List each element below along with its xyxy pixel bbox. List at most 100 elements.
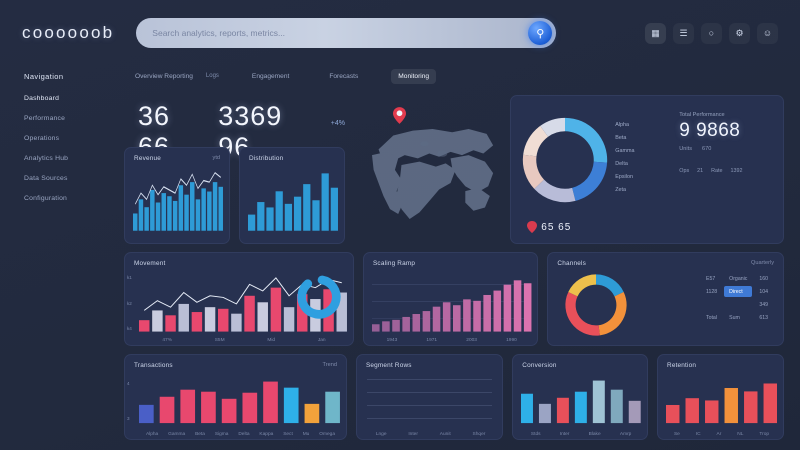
card-segments-title: Segment Rows bbox=[365, 361, 412, 369]
card-scaling[interactable]: Scaling Ramp 1943 197 bbox=[362, 252, 539, 346]
card-movement-title: Movement bbox=[134, 260, 166, 268]
transactions-yaxis: 4 3 bbox=[127, 381, 130, 421]
search-container: ⚲ bbox=[136, 18, 557, 48]
sidebar-item-data-sources[interactable]: Data Sources bbox=[24, 175, 68, 182]
card-share-donut[interactable]: 65 65 Alpha Beta Gamma Delta Epsilon Zet… bbox=[510, 94, 784, 245]
tab-forecasts[interactable]: Forecasts bbox=[329, 72, 359, 80]
cell: Sum bbox=[729, 314, 740, 321]
bottom-row: Transactions Trend 4 3 Alpha Gamma bbox=[124, 353, 784, 440]
sidebar-item-operations[interactable]: Operations bbox=[24, 135, 60, 142]
x-tick: Inter bbox=[408, 432, 418, 437]
card-conversion[interactable]: Conversion Stds Inter Blake Amrp bbox=[512, 353, 648, 440]
card-retention[interactable]: Retention Se IC Ar NL Trop bbox=[657, 353, 784, 440]
table-row[interactable]: Total Sum 613 bbox=[701, 312, 773, 323]
summary-label: Total Performance bbox=[679, 111, 725, 118]
x-tick: Omega bbox=[319, 432, 335, 437]
header-icon-group: ▦ ☰ ○ ⚙ ☺ bbox=[645, 22, 778, 44]
tab-engagement[interactable]: Engagement bbox=[251, 72, 290, 80]
card-segments[interactable]: Segment Rows Lnge Inter Aunit Shqer bbox=[355, 353, 504, 440]
chart-icon[interactable]: ☰ bbox=[673, 22, 694, 44]
sidebar-item-analytics-hub[interactable]: Analytics Hub bbox=[24, 155, 69, 162]
x-tick: NL bbox=[737, 432, 744, 437]
x-tick: Sect bbox=[283, 432, 293, 437]
gear-icon[interactable]: ⚙ bbox=[729, 22, 750, 44]
sidebar-item-configuration[interactable]: Configuration bbox=[24, 195, 68, 202]
tab-overview[interactable]: Overview Reporting bbox=[135, 72, 193, 80]
search-input[interactable] bbox=[136, 18, 557, 48]
sidebar-item-performance[interactable]: Performance bbox=[24, 115, 66, 122]
x-tick: Inter bbox=[559, 432, 570, 437]
x-tick: Blake bbox=[588, 432, 601, 437]
card-distribution-title: Distribution bbox=[248, 154, 284, 162]
movement-donut-overlay bbox=[297, 275, 341, 319]
scaling-chart bbox=[371, 273, 532, 332]
sidebar-item-dashboard[interactable]: Dashboard bbox=[24, 95, 60, 102]
summary-foot-key-1: Ops bbox=[679, 167, 690, 174]
tab-bar: Overview Reporting Logs Engagement Forec… bbox=[124, 66, 784, 87]
transactions-chart bbox=[139, 375, 340, 423]
cell: Organic bbox=[729, 275, 748, 282]
y-tick: k4 bbox=[127, 325, 132, 331]
card-transactions-title: Transactions bbox=[134, 361, 173, 369]
legend-item: Gamma bbox=[615, 147, 635, 154]
movement-yaxis: k1 k2 k4 bbox=[127, 275, 132, 331]
channel-table: E57 Organic 160 1128 Direct 104 34 bbox=[699, 271, 775, 325]
x-tick: Sigma bbox=[214, 432, 229, 437]
cell: 160 bbox=[759, 275, 768, 282]
cell: E57 bbox=[706, 275, 716, 282]
revenue-chart bbox=[133, 168, 223, 231]
legend-item: Epsilon bbox=[615, 173, 633, 180]
share-donut-legend: Alpha Beta Gamma Delta Epsilon Zeta bbox=[615, 102, 673, 238]
sidebar: Navigation Dashboard Performance Operati… bbox=[16, 66, 114, 440]
cell-highlight: Direct bbox=[724, 286, 753, 298]
table-row[interactable]: E57 Organic 160 bbox=[701, 273, 773, 284]
summary-foot-key-2: Rate bbox=[711, 167, 723, 174]
x-tick: Mid bbox=[267, 337, 276, 343]
card-transactions[interactable]: Transactions Trend 4 3 Alpha Gamma bbox=[124, 353, 347, 440]
card-movement[interactable]: Movement k1 k2 k4 bbox=[124, 252, 354, 346]
row-line bbox=[366, 391, 493, 393]
card-distribution[interactable]: Distribution bbox=[238, 146, 345, 245]
card-channels[interactable]: Channels Quarterly E57 Organic 160 1128 bbox=[547, 252, 784, 346]
x-tick: Stds bbox=[530, 432, 541, 437]
row-line bbox=[366, 378, 493, 380]
tab-monitoring[interactable]: Monitoring bbox=[391, 68, 437, 84]
legend-item: Alpha bbox=[615, 121, 630, 128]
tab-overview-badge: Logs bbox=[205, 73, 219, 80]
card-revenue[interactable]: Revenue ytd bbox=[124, 146, 230, 245]
card-conversion-title: Conversion bbox=[522, 361, 557, 369]
cell bbox=[701, 299, 722, 310]
alert-badge-value: 65 65 bbox=[541, 221, 572, 233]
cell: 1128 bbox=[706, 288, 718, 295]
app-logo: coooooob bbox=[22, 23, 115, 42]
summary-stat-key: Units bbox=[679, 145, 693, 152]
movement-xaxis: 47% S5M Mid Jan bbox=[141, 338, 347, 343]
y-tick: k1 bbox=[127, 275, 132, 281]
legend-item: Delta bbox=[615, 160, 628, 167]
table-row[interactable]: 1128 Direct 104 bbox=[701, 286, 773, 298]
card-world-map[interactable] bbox=[354, 95, 501, 245]
transactions-xaxis: Alpha Gamma Beta Sigma Delta Kappa Sect … bbox=[141, 432, 340, 437]
user-icon[interactable]: ☺ bbox=[757, 22, 778, 44]
location-pin[interactable] bbox=[392, 106, 406, 124]
scaling-xaxis: 1943 1971 2003 1990 bbox=[372, 338, 531, 343]
conversion-chart bbox=[521, 375, 641, 423]
search-icon[interactable]: ⚲ bbox=[528, 21, 553, 45]
segments-xaxis: Lnge Inter Aunit Shqer bbox=[365, 432, 496, 437]
summary-stat-row: Units 670 bbox=[679, 146, 773, 152]
table-row[interactable]: 349 bbox=[701, 299, 773, 310]
kpi-row: 36 66 3369 96 +4% bbox=[124, 95, 345, 162]
x-tick: Ar bbox=[716, 432, 722, 437]
card-revenue-sub: ytd bbox=[212, 154, 220, 161]
card-transactions-sub: Trend bbox=[322, 361, 337, 368]
mid-row: Movement k1 k2 k4 bbox=[124, 252, 784, 346]
bell-icon[interactable]: ○ bbox=[701, 22, 722, 44]
row-line bbox=[366, 404, 493, 406]
legend-item: Zeta bbox=[615, 186, 627, 193]
alert-pin-icon bbox=[527, 221, 538, 234]
legend-item: Beta bbox=[615, 134, 627, 141]
grid-icon[interactable]: ▦ bbox=[645, 22, 666, 44]
mini-card-group: Revenue ytd Distribution bbox=[124, 146, 345, 245]
x-tick: Kappa bbox=[259, 432, 274, 437]
kpi-delta: +4% bbox=[330, 120, 345, 128]
